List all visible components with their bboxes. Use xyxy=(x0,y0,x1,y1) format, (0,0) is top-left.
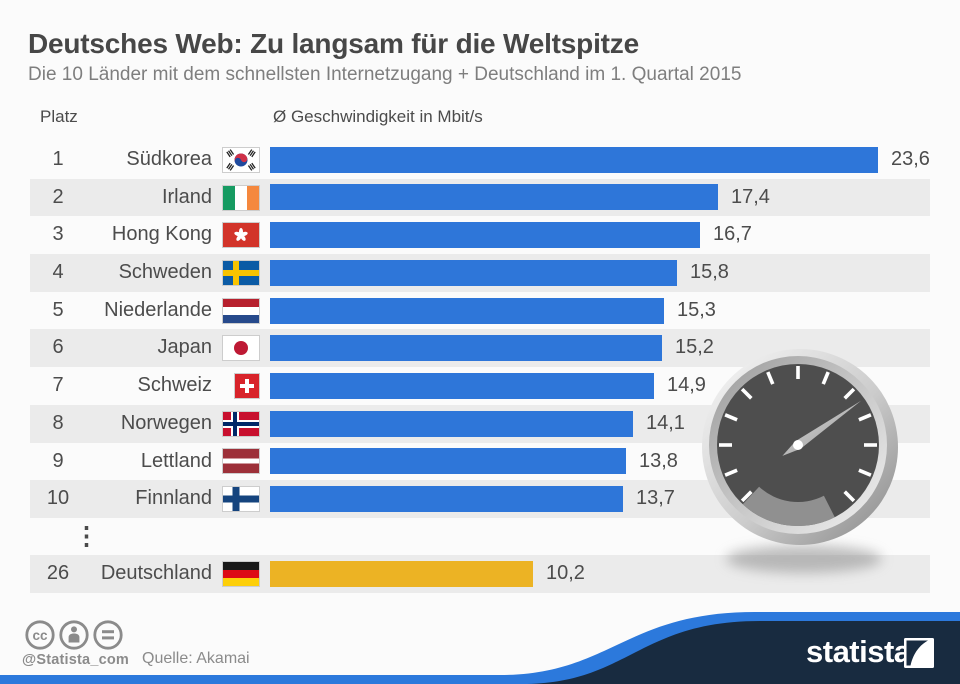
netherlands-flag-icon xyxy=(222,297,260,324)
table-row: 26 Deutschland 10,2 xyxy=(0,555,960,594)
rank-label: 5 xyxy=(52,298,64,321)
rank-label: 9 xyxy=(52,449,64,472)
country-label: Schweiz xyxy=(137,374,212,397)
ireland-flag-icon xyxy=(222,184,260,211)
country-label: Irland xyxy=(161,185,212,208)
country-label: Niederlande xyxy=(104,298,212,321)
value-label: 15,3 xyxy=(677,298,716,321)
statista-handle: @Statista_com xyxy=(22,652,129,668)
table-row: 3 Hong Kong 16,7 xyxy=(0,216,960,254)
bar xyxy=(270,372,654,399)
country-label: Schweden xyxy=(118,261,212,284)
value-label: 16,7 xyxy=(713,223,752,246)
hong-kong-flag-icon xyxy=(222,222,260,249)
japan-flag-icon xyxy=(222,335,260,362)
bar xyxy=(270,335,662,362)
bar xyxy=(270,410,633,437)
statista-logo: statista xyxy=(806,634,911,669)
rank-label: 10 xyxy=(46,487,70,510)
bar xyxy=(270,448,626,475)
country-label: Norwegen xyxy=(120,411,212,434)
country-label: Finnland xyxy=(135,487,212,510)
rank-label: 4 xyxy=(52,261,64,284)
rank-label: 2 xyxy=(52,185,64,208)
norway-flag-icon xyxy=(222,410,260,437)
bar xyxy=(270,184,718,211)
country-label: Lettland xyxy=(140,449,212,472)
license-icons: cc xyxy=(22,618,128,657)
sweden-flag-icon xyxy=(222,259,260,286)
page-title: Deutsches Web: Zu langsam für die Weltsp… xyxy=(28,28,639,59)
table-row: 5 Niederlande 15,3 xyxy=(0,292,960,330)
value-label: 13,7 xyxy=(636,487,675,510)
source-label: Quelle: Akamai xyxy=(142,650,250,667)
south-korea-flag-icon xyxy=(222,146,260,173)
country-label: Japan xyxy=(157,336,213,359)
attribution-icon xyxy=(59,620,89,650)
bar xyxy=(270,259,677,286)
germany-flag-icon xyxy=(222,561,260,588)
rank-label: 3 xyxy=(52,223,64,246)
equals-icon xyxy=(93,620,123,650)
rank-label: 6 xyxy=(52,336,64,359)
statista-logo-icon xyxy=(904,638,934,673)
country-label: Südkorea xyxy=(126,148,212,170)
finland-flag-icon xyxy=(222,486,260,513)
rank-label: 8 xyxy=(52,411,64,434)
rank-label: 1 xyxy=(52,148,64,170)
column-header-rank: Platz xyxy=(40,107,78,126)
value-label: 17,4 xyxy=(731,185,770,208)
country-label: Hong Kong xyxy=(111,223,212,246)
bar xyxy=(270,561,533,588)
value-label: 15,8 xyxy=(690,261,729,284)
bar xyxy=(270,297,664,324)
table-row: 1 Südkorea 23,6 xyxy=(0,141,960,179)
rank-gap-row: ⋮ xyxy=(0,518,960,556)
country-label: Deutschland xyxy=(100,562,212,585)
table-row: 4 Schweden 15,8 xyxy=(0,254,960,292)
table-row: 2 Irland 17,4 xyxy=(0,178,960,217)
cc-icon xyxy=(25,620,55,650)
speedometer-icon xyxy=(678,335,922,585)
rank-label: 26 xyxy=(46,562,70,585)
value-label: 14,1 xyxy=(646,411,685,434)
value-label: 23,6 xyxy=(891,148,930,170)
latvia-flag-icon xyxy=(222,448,260,475)
svg-text:cc: cc xyxy=(32,628,48,643)
column-header-speed: Ø Geschwindigkeit in Mbit/s xyxy=(273,107,483,126)
bar xyxy=(270,222,700,249)
rank-label: 7 xyxy=(52,374,64,397)
table-row: 7 Schweiz 14,9 xyxy=(0,367,960,405)
value-label: 13,8 xyxy=(639,449,678,472)
value-label: 14,9 xyxy=(667,374,706,397)
bar xyxy=(270,146,878,173)
bar xyxy=(270,485,623,512)
value-label: 15,2 xyxy=(675,336,714,359)
value-label: 10,2 xyxy=(546,562,585,585)
page-subtitle: Die 10 Länder mit dem schnellsten Intern… xyxy=(28,64,742,85)
footer-wave xyxy=(0,612,960,684)
chart-rows: 1 Südkorea 23,6 2 Irland 17,4 3 Hong Kon… xyxy=(0,141,960,594)
switzerland-flag-icon xyxy=(222,372,260,399)
ellipsis-indicator: ⋮ xyxy=(74,521,99,550)
table-row: 9 Lettland 13,8 xyxy=(0,443,960,481)
